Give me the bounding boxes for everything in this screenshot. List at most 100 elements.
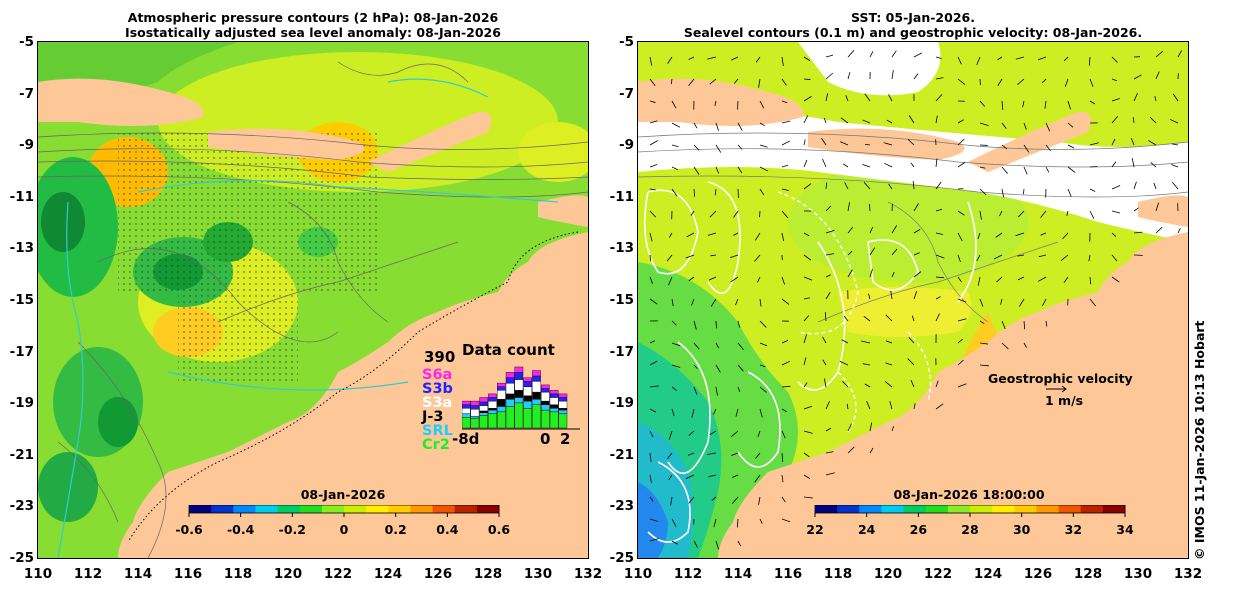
velocity-arrow	[710, 298, 717, 307]
velocity-arrow	[803, 474, 811, 479]
velocity-arrow	[1062, 232, 1069, 240]
data-count-bar-segment	[532, 370, 541, 377]
colorbar-segment	[837, 505, 860, 513]
velocity-arrow	[693, 364, 698, 370]
velocity-arrow	[883, 142, 893, 146]
velocity-arrow	[759, 144, 768, 148]
velocity-arrow	[911, 315, 915, 322]
velocity-arrow	[711, 496, 717, 501]
lat-tick-label: -17	[9, 343, 34, 360]
lon-tick-label: 114	[123, 566, 153, 582]
colorbar-segment	[815, 505, 838, 513]
velocity-arrow	[996, 276, 1003, 283]
velocity-arrow	[869, 226, 874, 234]
velocity-arrow	[825, 54, 834, 58]
velocity-arrow	[649, 276, 654, 284]
velocity-arrow	[688, 496, 695, 504]
velocity-arrow	[1177, 50, 1183, 58]
velocity-arrow	[1177, 228, 1181, 234]
velocity-arrow	[913, 203, 919, 212]
colorbar-segment	[1036, 505, 1060, 513]
colorbar-segment	[970, 505, 993, 513]
left-map	[38, 42, 588, 558]
colorbar-segment	[903, 505, 927, 513]
velocity-arrow	[1111, 78, 1118, 82]
velocity-arrow	[957, 232, 963, 242]
velocity-arrow	[671, 408, 675, 417]
left-map-frame	[37, 41, 589, 559]
velocity-arrow	[957, 210, 965, 216]
velocity-arrow	[1171, 143, 1179, 146]
velocity-arrow	[935, 56, 942, 59]
velocity-arrow	[649, 78, 656, 86]
velocity-arrow	[957, 254, 961, 263]
velocity-arrow	[715, 342, 720, 349]
velocity-arrow	[803, 357, 807, 366]
velocity-arrow	[688, 78, 695, 86]
velocity-arrow	[688, 56, 695, 60]
velocity-arrow	[957, 78, 966, 85]
velocity-arrow	[935, 158, 938, 168]
velocity-arrow	[979, 210, 982, 220]
mission-j3: J-3	[422, 409, 444, 425]
colorbar-tick-label: 0.4	[436, 522, 459, 537]
velocity-arrow	[781, 408, 787, 413]
velocity-arrow	[733, 232, 739, 236]
data-count-max: 390	[424, 348, 456, 366]
data-count-bar-segment	[505, 372, 515, 378]
velocity-arrow	[1111, 232, 1117, 237]
velocity-arrow	[825, 292, 831, 300]
velocity-arrow	[715, 144, 722, 153]
lon-tick-label: 120	[273, 566, 303, 582]
velocity-arrow	[1000, 298, 1003, 305]
velocity-arrow	[759, 298, 762, 307]
velocity-arrow	[803, 276, 813, 281]
velocity-arrow	[1023, 166, 1028, 175]
velocity-arrow	[803, 405, 812, 410]
credit-text: © IMOS 11-Jan-2026 10:13 Hobart	[1192, 320, 1207, 560]
velocity-arrow	[693, 320, 697, 330]
velocity-arrow	[1172, 93, 1179, 102]
velocity-arrow	[864, 383, 871, 388]
velocity-arrow	[1063, 56, 1069, 62]
velocity-scale-arrow	[1046, 385, 1067, 393]
velocity-arrow	[885, 362, 893, 366]
velocity-arrow	[781, 452, 784, 462]
velocity-arrow	[1111, 254, 1118, 262]
velocity-arrow	[668, 232, 673, 238]
right-title-line2: Sealevel contours (0.1 m) and geostrophi…	[683, 25, 1143, 40]
lon-tick-label: 132	[573, 566, 603, 582]
lon-tick-label: 122	[923, 566, 953, 582]
velocity-arrow	[869, 422, 873, 432]
colorbar-segment	[1102, 505, 1126, 513]
velocity-arrow	[977, 232, 981, 240]
velocity-arrow	[781, 496, 786, 503]
velocity-arrow	[1088, 254, 1091, 262]
velocity-arrow	[715, 166, 720, 174]
velocity-arrow	[649, 538, 659, 542]
velocity-arrow	[649, 254, 652, 262]
velocity-arrow	[709, 78, 717, 85]
velocity-arrow	[693, 166, 700, 175]
velocity-arrow	[737, 166, 743, 174]
velocity-arrow	[759, 320, 767, 328]
velocity-arrow	[935, 296, 941, 300]
lat-tick-label: -15	[609, 292, 634, 308]
velocity-arrow	[907, 358, 915, 366]
velocity-arrow	[737, 320, 741, 328]
velocity-arrow	[686, 232, 695, 238]
velocity-arrow	[977, 276, 981, 286]
colorbar-segment	[366, 505, 389, 513]
velocity-arrow	[730, 430, 739, 438]
velocity-arrow	[759, 408, 763, 418]
velocity-arrow	[693, 540, 699, 548]
velocity-arrow	[649, 100, 656, 103]
velocity-arrow	[1022, 100, 1025, 108]
velocity-arrow	[822, 336, 827, 344]
velocity-arrow	[754, 474, 761, 483]
data-count-bar-segment	[470, 400, 480, 406]
left-title-line1: Atmospheric pressure contours (2 hPa): 0…	[127, 10, 499, 25]
velocity-arrow	[754, 254, 761, 262]
velocity-arrow	[935, 208, 943, 212]
velocity-arrow	[707, 452, 717, 455]
